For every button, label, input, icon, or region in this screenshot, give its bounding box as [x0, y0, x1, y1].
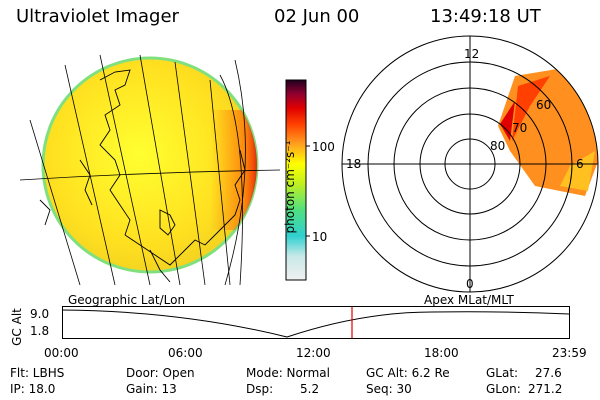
time-tick-1200: 12:00	[296, 346, 331, 360]
status-dsp-value: 5.2	[300, 382, 320, 396]
mlat-label-70: 70	[512, 121, 527, 135]
time-label: 13:49:18 UT	[430, 6, 541, 27]
status-gain: Gain: 13	[126, 382, 177, 396]
status-door: Door: Open	[126, 366, 195, 380]
colorbar-label-100: 100	[312, 140, 335, 154]
time-tick-0000: 00:00	[44, 346, 79, 360]
colorbar-label-10: 10	[312, 230, 328, 244]
coastlines	[39, 69, 246, 283]
mlt-label-6: 6	[576, 157, 584, 171]
altitude-track-plot	[61, 306, 570, 339]
status-glon-label: GLon:	[486, 382, 521, 396]
altitude-curve	[61, 309, 570, 338]
status-glat-label: GLat:	[486, 366, 519, 380]
altitude-axis-label: GC Alt	[10, 308, 24, 346]
status-glon-value: 271.2	[528, 382, 563, 396]
status-seq: Seq: 30	[366, 382, 412, 396]
mlt-label-18: 18	[346, 157, 361, 171]
mlat-label-60: 60	[536, 98, 551, 112]
date-label: 02 Jun 00	[274, 6, 360, 27]
polar-plot: 12 18 6 0 60 70 80	[341, 35, 599, 293]
status-glat-value: 27.6	[535, 366, 562, 380]
mlt-label-0: 0	[466, 277, 474, 291]
globe-image	[19, 54, 281, 286]
altitude-tick-low: 1.8	[30, 324, 50, 338]
color-scale-bar	[285, 79, 310, 281]
status-ip: IP: 18.0	[10, 382, 56, 396]
time-tick-0600: 06:00	[168, 346, 203, 360]
status-flt: Flt: LBHS	[10, 366, 65, 380]
altitude-tick-high: 9.0	[30, 307, 50, 321]
dayside-limb-glow	[210, 110, 257, 230]
globe-map-label: Geographic Lat/Lon	[68, 293, 186, 307]
time-tick-2359: 23:59	[552, 346, 587, 360]
instrument-title: Ultraviolet Imager	[16, 6, 179, 27]
status-gc-alt: GC Alt: 6.2 Re	[366, 366, 450, 380]
terminator-curve	[224, 59, 246, 286]
colorbar-unit-label: photon cm⁻²s⁻¹	[283, 140, 297, 234]
polar-plot-label: Apex MLat/MLT	[424, 293, 514, 307]
status-dsp-label: Dsp:	[246, 382, 274, 396]
mlt-label-12: 12	[464, 47, 479, 61]
status-mode: Mode: Normal	[246, 366, 330, 380]
time-tick-1800: 18:00	[424, 346, 459, 360]
mlat-label-80: 80	[490, 139, 505, 153]
